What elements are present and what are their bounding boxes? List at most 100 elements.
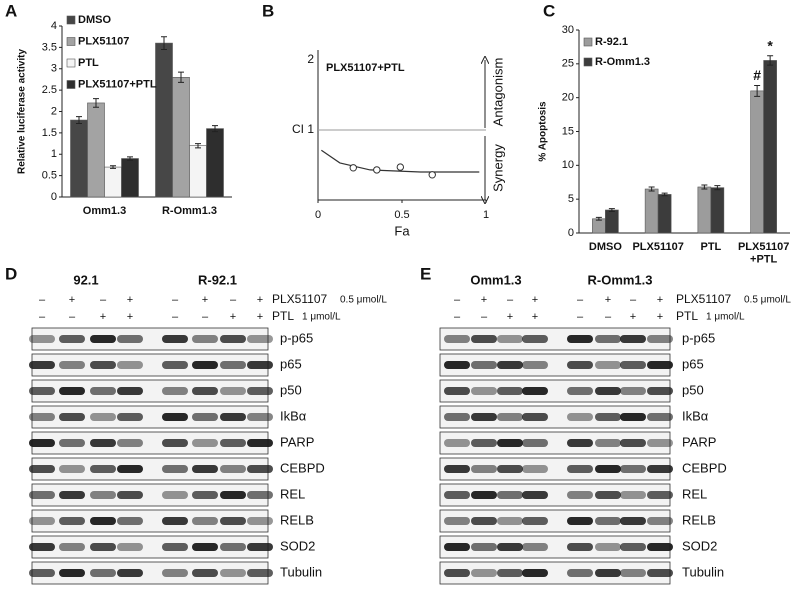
band [595,517,621,525]
significance-mark: # [753,67,761,83]
band [444,361,470,369]
band [220,361,246,369]
error-bar [178,71,184,83]
protein-label: Tubulin [280,564,322,579]
band [162,439,188,447]
y-tick-label: 25 [562,58,574,70]
treatment-name: PTL [272,309,294,323]
x-axis-label: Fa [394,223,410,238]
band [471,491,497,499]
error-bar [127,156,133,161]
x-tick-label: DMSO [589,241,622,253]
band [220,543,246,551]
band [497,413,523,421]
error-bar [161,36,167,51]
band [522,569,548,577]
treatment-sign: + [127,294,133,306]
x-tick-label: 0.5 [394,209,409,221]
band [59,543,85,551]
band [90,387,116,395]
band [497,335,523,343]
band [90,361,116,369]
y-tick-label: 1.5 [42,127,57,139]
legend-label: PTL [78,57,99,69]
protein-label: p-p65 [682,330,715,345]
protein-label: p65 [280,356,302,371]
band [247,491,273,499]
band [247,387,273,395]
y-tick-label: 10 [562,159,574,171]
error-bar [595,216,602,221]
band [29,413,55,421]
legend-label: PLX51107+PTL [78,78,157,90]
band [647,569,673,577]
band [444,335,470,343]
band [522,439,548,447]
band [567,465,593,473]
protein-label: p65 [682,356,704,371]
treatment-sign: + [481,294,487,306]
y-tick-label: 15 [562,125,574,137]
band [471,387,497,395]
band [497,569,523,577]
band [595,543,621,551]
error-bar [93,98,99,108]
significance-mark: * [767,37,773,53]
x-tick-label: 0 [315,209,321,221]
treatment-name: PTL [676,309,698,323]
band [59,413,85,421]
protein-label: p50 [682,382,704,397]
band [247,465,273,473]
panel-letter: C [543,1,555,20]
band [220,517,246,525]
band [444,465,470,473]
band [620,439,646,447]
y-tick-label: 0.5 [42,170,57,182]
band [162,335,188,343]
x-tick-label: PLX51107 [632,241,683,253]
band [90,569,116,577]
protein-label: RELB [682,512,716,527]
band [29,517,55,525]
band [647,465,673,473]
point [373,166,381,174]
protein-label: PARP [280,434,314,449]
band [444,569,470,577]
bar [592,218,606,234]
y-tick-label: 1 [51,148,57,160]
band [471,465,497,473]
bar [763,60,777,234]
protein-label: PARP [682,434,716,449]
band [620,335,646,343]
annotation: Synergy [490,144,505,192]
protein-label: IkBα [682,408,709,423]
band [522,543,548,551]
band [567,413,593,421]
band [620,361,646,369]
band [247,439,273,447]
bar [189,145,207,198]
cell-line: R-92.1 [198,272,237,287]
band [192,361,218,369]
band [647,439,673,447]
y-axis-label: Relative luciferase activity [17,49,28,175]
band [220,491,246,499]
band [117,439,143,447]
bar [104,166,122,198]
band [444,543,470,551]
band [220,413,246,421]
band [567,569,593,577]
band [567,361,593,369]
band [595,361,621,369]
band [497,439,523,447]
bar [206,128,224,198]
x-tick-label: PTL [700,241,721,253]
error-bar [110,165,116,169]
band [59,491,85,499]
protein-label: SOD2 [280,538,315,553]
treatment-sign: – [230,294,237,306]
chart-title: PLX51107+PTL [326,62,405,74]
band [90,491,116,499]
bar [644,188,659,234]
band [595,335,621,343]
